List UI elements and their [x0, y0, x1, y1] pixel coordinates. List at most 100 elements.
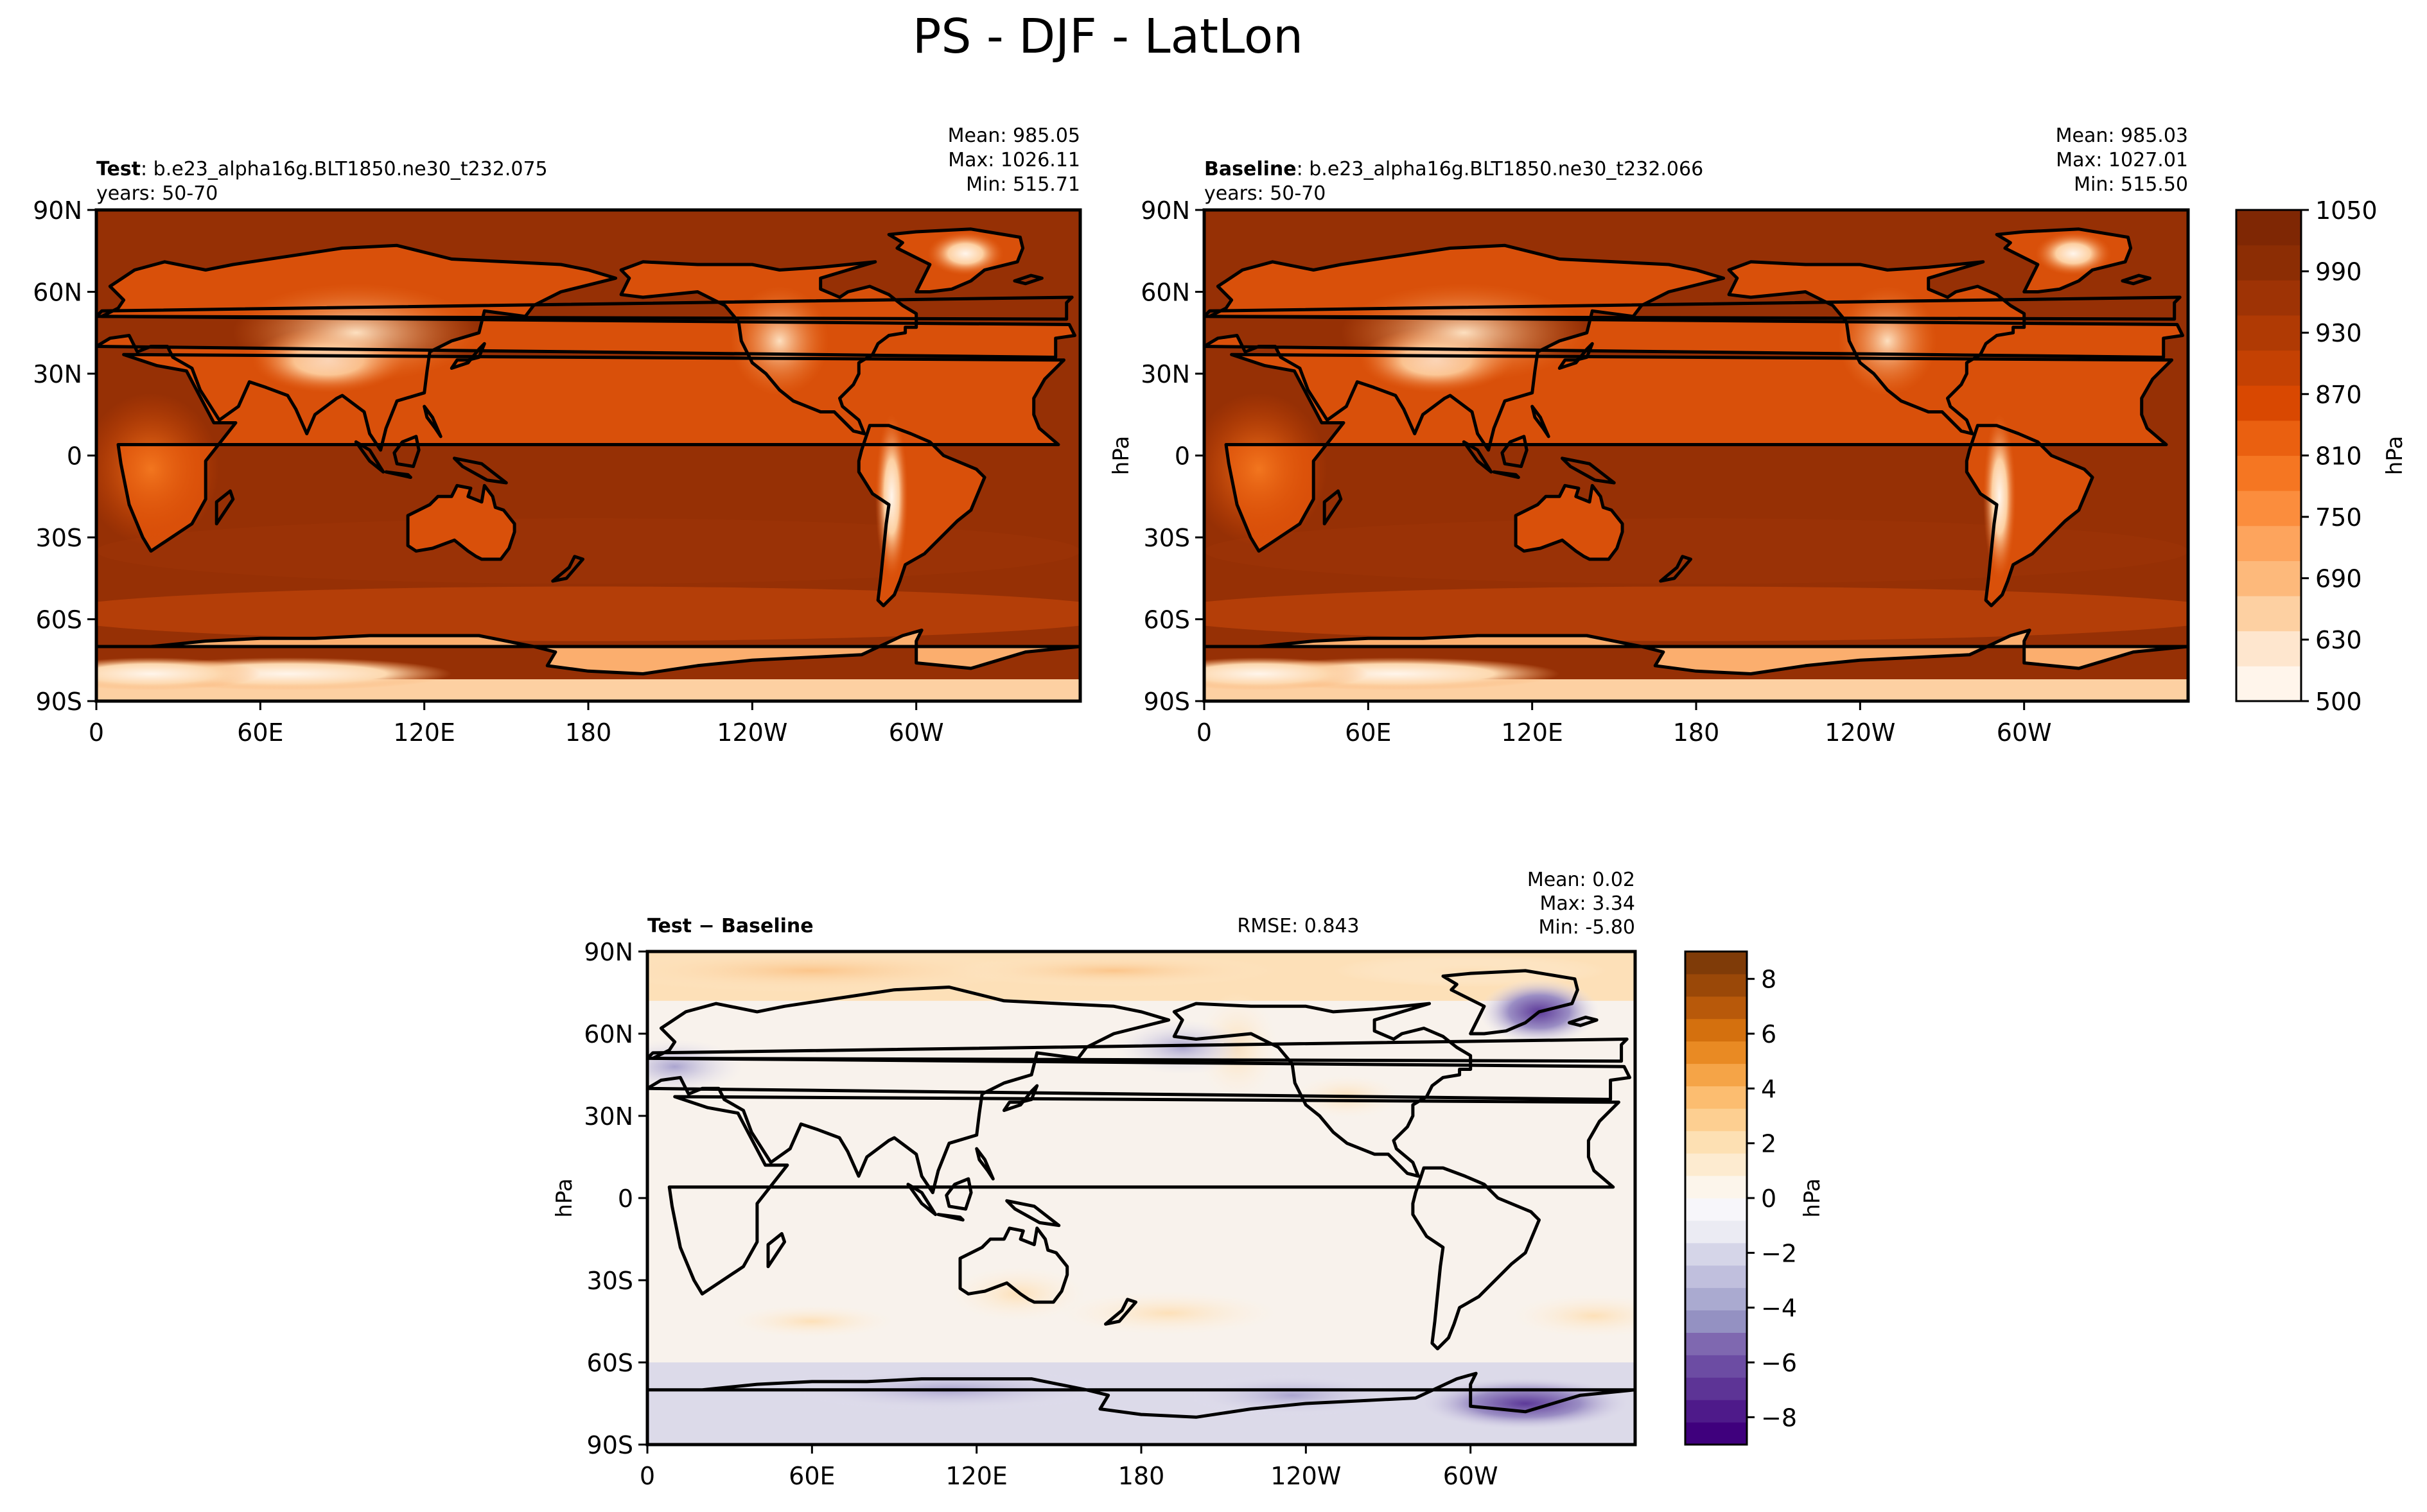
x-tick-label: 180 — [565, 718, 612, 747]
colorbar-swatch — [1685, 1242, 1747, 1266]
south-pacific-positive — [1058, 1291, 1279, 1335]
coastline-11 — [1557, 342, 1594, 370]
colorbar-tick-label: 990 — [2315, 258, 2362, 286]
coastline-8 — [1492, 470, 1520, 479]
colorbar-swatch — [1685, 973, 1747, 997]
field-baseline — [1204, 210, 2188, 701]
coastline-1 — [1204, 243, 2184, 452]
africa-high — [1204, 392, 1327, 546]
y-tick-label: 30S — [587, 1267, 633, 1295]
panel-title: Baseline: b.e23_alpha16g.BLT1850.ne30_t2… — [1204, 158, 1703, 180]
stat-1: Max: 1026.11 — [948, 149, 1080, 171]
colorbar-swatch — [1685, 1287, 1747, 1311]
coastline-16 — [551, 555, 584, 583]
coastline-10 — [453, 456, 508, 485]
indian-ocean-positive — [730, 1305, 895, 1338]
x-tick-label: 0 — [640, 1462, 655, 1490]
y-axis-label: hPa — [552, 1178, 577, 1217]
y-axis-label: hPa — [1108, 436, 1134, 475]
arctic-orange — [647, 952, 1032, 993]
y-tick-label: 90S — [36, 688, 82, 716]
y-tick-label: 30N — [33, 360, 82, 388]
coastline-7 — [906, 1183, 938, 1217]
colorbar-tick-label: −6 — [1761, 1349, 1797, 1377]
stat-0: Mean: 985.05 — [948, 125, 1080, 147]
y-tick-label: 90S — [1144, 688, 1190, 716]
southern-low-band — [1204, 586, 2188, 641]
colorbar-swatch — [2236, 420, 2301, 456]
field-diff — [647, 952, 1635, 1445]
coastline-15 — [1322, 489, 1343, 526]
y-tick-label: 30N — [1141, 360, 1190, 388]
coastline-9 — [392, 435, 421, 468]
colorbar-tick-label: 6 — [1761, 1020, 1776, 1048]
panels: 0 60E 120E 180 120W 60W 90N 60N 30N 0 30S 60S 90S Tes… — [33, 125, 2190, 1490]
arctic-orange-3 — [1333, 954, 1608, 987]
southern-low-band — [96, 586, 1080, 641]
x-tick-label: 120W — [1825, 718, 1895, 747]
colorbar-swatch — [2236, 280, 2301, 316]
y-tick-label: 60S — [587, 1349, 633, 1377]
coastline-1 — [647, 986, 1631, 1194]
central-asia-high — [1340, 283, 1587, 382]
coastline-5 — [887, 227, 1025, 293]
y-tick-label: 60N — [33, 279, 82, 307]
stat-0: Mean: 985.03 — [2056, 125, 2188, 147]
greenland-high — [2035, 232, 2112, 275]
x-tick-label: 120W — [1270, 1462, 1341, 1490]
colorbar-tick-label: −8 — [1761, 1403, 1797, 1432]
colorbar-swatch — [2236, 385, 2301, 421]
coastlines — [1204, 227, 2188, 675]
colorbar-swatch — [1685, 1018, 1747, 1042]
coastline-4 — [958, 1226, 1069, 1304]
colorbar-label: hPa — [2382, 436, 2408, 475]
colorbar-swatch — [1685, 952, 1747, 975]
coastline-12 — [975, 1147, 995, 1181]
southern-ocean-band — [1204, 518, 2188, 584]
x-tick-label: 0 — [89, 718, 104, 747]
andes-high — [875, 414, 908, 578]
coastline-2 — [1172, 1002, 1473, 1178]
colorbar-diff: 8 6 4 2 0 −2 −4 −6 −8 hPa — [1684, 950, 1825, 1446]
y-tick-label: 0 — [618, 1185, 633, 1213]
coastline-0 — [116, 352, 1065, 553]
colorbar-tick-label: 630 — [2315, 626, 2362, 654]
coastline-16 — [1104, 1298, 1137, 1326]
antarctic-plateau-2 — [96, 657, 261, 690]
colorbar-tick-label: 930 — [2315, 319, 2362, 347]
coastline-6 — [96, 629, 1080, 675]
y-tick-label: 90S — [587, 1431, 633, 1459]
colorbar-swatch — [1685, 1176, 1747, 1199]
stat-2: Min: -5.80 — [1539, 916, 1636, 939]
colorbar-tick-label: 0 — [1761, 1185, 1776, 1213]
y-tick-label: 30S — [36, 524, 82, 552]
colorbar-swatch — [1685, 1108, 1747, 1131]
x-tick-label: 60W — [1443, 1462, 1498, 1490]
stat-0: Mean: 0.02 — [1527, 869, 1635, 891]
colorbar-tick-label: 500 — [2315, 688, 2362, 716]
andes-high — [1983, 414, 2016, 578]
colorbar-swatch — [1685, 1332, 1747, 1355]
coastlines — [647, 969, 1635, 1419]
west-antarctic-low — [1182, 1373, 1402, 1418]
x-tick-label: 60W — [1997, 718, 2052, 747]
y-tick-label: 90N — [584, 938, 633, 966]
colorbar-tick-label: 1050 — [2315, 196, 2378, 225]
colorbar-tick-label: 8 — [1761, 966, 1776, 994]
colorbar-swatch — [2236, 245, 2301, 281]
coastline-14 — [2121, 274, 2151, 286]
coastline-7 — [1462, 440, 1493, 474]
colorbar-tick-label: −2 — [1761, 1239, 1797, 1267]
panel-title-case: Baseline — [1204, 158, 1297, 180]
x-tick-label: 120E — [945, 1462, 1008, 1490]
x-tick-label: 120W — [717, 718, 787, 747]
y-tick-label: 60N — [1141, 279, 1190, 307]
coastline-8 — [384, 470, 412, 479]
colorbar-swatch — [1685, 996, 1747, 1020]
coastline-2 — [1727, 260, 2026, 435]
colorbar-swatch — [1685, 1400, 1747, 1423]
coastline-9 — [945, 1177, 973, 1211]
colorbar-tick-label: −4 — [1761, 1294, 1797, 1323]
colorbar-tick-label: 4 — [1761, 1075, 1776, 1103]
colorbar-swatch — [1685, 1355, 1747, 1378]
